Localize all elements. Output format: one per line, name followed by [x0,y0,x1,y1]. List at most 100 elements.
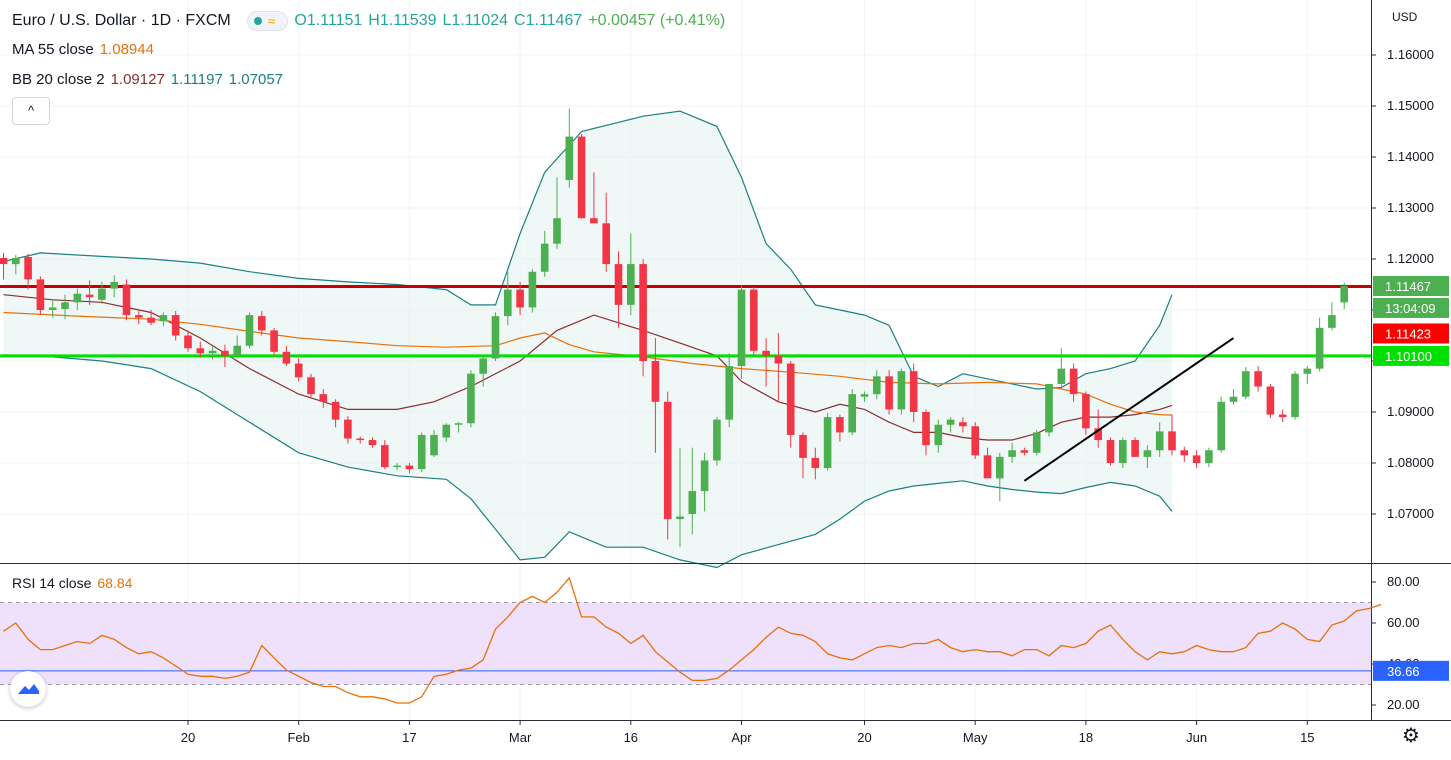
bb-legend[interactable]: BB 20 close 2 1.09127 1.11197 1.07057 [12,71,289,88]
candle-body [1315,327,1324,369]
candle-body [651,361,660,402]
candle-body [627,264,635,305]
candle-body [1143,450,1152,457]
candle-body [1217,401,1225,451]
bb-lower-value: 1.07057 [228,71,284,88]
candle-body [159,315,168,322]
candle-body [442,424,451,438]
candle-body [479,358,487,374]
rsi-label-text: 36.66 [1387,664,1420,679]
price-label-box [1373,323,1449,344]
candle-body [1119,440,1127,463]
time-tick-label: Jun [1186,730,1207,745]
candle-body [676,516,684,520]
candle-body [356,438,364,441]
candle-body [959,422,967,427]
candle-body [762,350,770,356]
candle-body [110,281,118,289]
candle-body [331,401,340,420]
price-label-text: 1.11423 [1385,326,1431,341]
ma-label: MA 55 close [12,41,94,58]
currency-label[interactable]: USD [1392,10,1418,24]
candle-body [639,264,647,361]
candle-body [1291,373,1299,418]
bb-upper-value: 1.11197 [170,71,223,88]
candle-body [1168,431,1176,451]
tradingview-logo[interactable] [10,671,46,707]
price-tick-label: 1.08000 [1387,455,1434,470]
rsi-tick-label: 60.00 [1387,615,1420,630]
price-label-box [1373,297,1449,318]
rsi-band [0,602,1371,685]
candle-body [85,294,94,298]
bb-basis-line [3,294,1173,441]
candle-body [971,426,979,456]
candle-body [319,394,328,402]
ma-value: 1.08944 [99,41,154,58]
candle-body [1278,414,1287,418]
time-tick-label: 20 [857,730,871,745]
candle-body [1155,431,1164,451]
candle-body [73,293,82,303]
candle-body [811,457,820,469]
wave-icon: ≈ [267,13,276,29]
candle-body [504,289,512,317]
candle-body [1340,286,1348,303]
candle-body [983,455,992,479]
ma-legend[interactable]: MA 55 close 1.08944 [12,41,160,58]
candle-body [1229,396,1238,402]
candle-body [344,419,352,439]
candle-body [590,218,598,224]
candle-body [996,456,1004,479]
candle-body [147,317,155,323]
ohlc-open: O1.11151 [294,12,363,30]
candle-body [282,351,291,364]
candle-body [885,376,893,410]
candle-body [1205,450,1213,463]
candle-body [393,465,401,468]
candle-body [1032,432,1041,453]
price-tick-label: 1.14000 [1387,149,1434,164]
collapse-legend-button[interactable]: ^ [12,97,50,125]
rsi-legend[interactable]: RSI 14 close 68.84 [12,575,132,591]
candle-body [1266,386,1275,415]
candle-body [602,223,610,265]
candle-body [1057,368,1066,384]
candle-body [528,271,537,308]
candle-body [1303,368,1312,374]
price-label-box [1373,345,1449,366]
candle-body [171,315,180,336]
market-status-pill[interactable]: ≈ [246,11,289,31]
candle-body [540,243,549,272]
time-tick-label: 17 [402,730,416,745]
bb-upper-line [3,110,1173,390]
gear-icon[interactable]: ⚙ [1402,725,1420,747]
candle-body [836,417,844,433]
candle-body [24,256,32,280]
candle-body [713,419,721,461]
time-tick-label: Apr [731,730,752,745]
candle-body [307,377,315,395]
candle-body [430,434,438,456]
time-tick-label: 16 [624,730,638,745]
rsi-label-box [1373,660,1449,681]
candle-body [934,424,943,446]
candle-body [467,373,475,424]
bb-fill [3,111,1172,568]
candle-body [294,363,303,378]
candle-body [1082,394,1090,429]
price-tick-label: 1.13000 [1387,200,1434,215]
candle-body [454,423,463,425]
candle-body [750,289,758,351]
candle-body [688,491,697,514]
time-tick-label: 15 [1300,730,1314,745]
candle-body [48,307,57,310]
candle-body [909,371,918,412]
candle-body [553,218,561,244]
candle-body [36,279,45,310]
symbol-title[interactable]: Euro / U.S. Dollar · 1D · FXCM [12,12,231,30]
candle-body [577,136,586,219]
candle-body [1045,383,1053,433]
market-open-dot-icon [253,17,262,25]
